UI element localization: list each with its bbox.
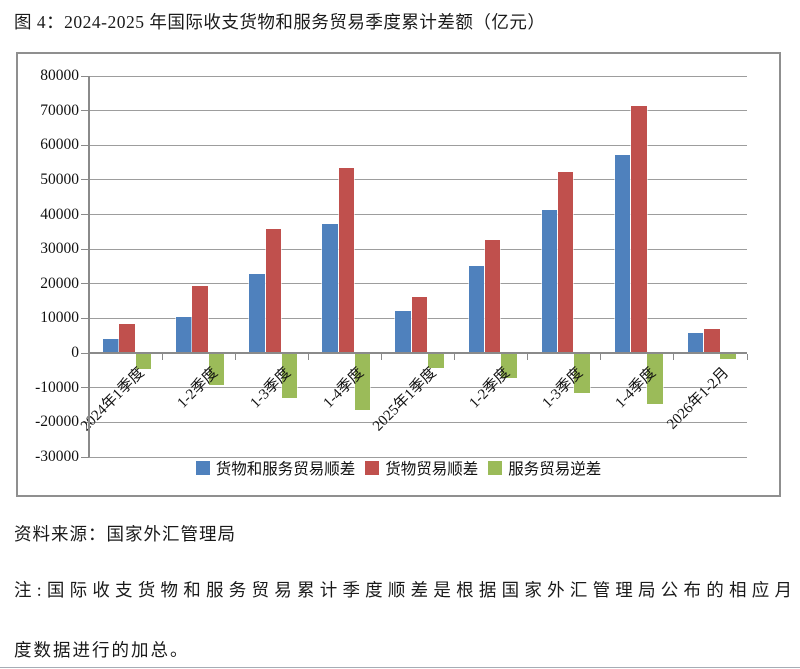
legend: 货物和服务贸易顺差 货物贸易顺差 服务贸易逆差 [18, 457, 779, 479]
gridline [89, 456, 747, 458]
bar-服务贸易逆差-1-4季度 [647, 354, 663, 404]
bar-货物贸易顺差-1-3季度 [265, 229, 282, 354]
bar-货物贸易顺差-1-3季度 [557, 171, 574, 354]
category-tick [454, 354, 456, 361]
bar-货物贸易顺差-2026年1-2月 [704, 328, 720, 354]
plot-area: -30000 -20000 -10000 0 10000 20000 30000 40000 5… [35, 67, 748, 465]
bar-货物贸易顺差-1-2季度 [484, 239, 501, 354]
bar-货物和服务贸易顺差-1-2季度 [468, 266, 485, 354]
bar-货物和服务贸易顺差-1-4季度 [614, 154, 631, 354]
y-axis-tick [81, 75, 89, 77]
y-axis-tick [81, 283, 89, 285]
legend-item: 货物和服务贸易顺差 [195, 457, 356, 479]
y-axis-label: 40000 [40, 205, 79, 223]
legend-swatch-服务贸易逆差 [488, 461, 503, 475]
y-axis-tick [81, 421, 89, 423]
y-axis-label: 50000 [40, 170, 79, 188]
y-axis-label: 0 [71, 344, 79, 362]
bar-服务贸易逆差-1-4季度 [354, 354, 371, 410]
y-axis-label: 70000 [40, 101, 79, 119]
y-axis-label: 10000 [40, 309, 79, 327]
bar-货物贸易顺差-2025年1季度 [411, 296, 428, 354]
category-tick [746, 354, 748, 361]
bar-货物贸易顺差-1-4季度 [631, 105, 647, 354]
legend-item: 货物贸易顺差 [365, 457, 478, 479]
note-text-line2: 度数据进行的加总。 [14, 640, 190, 660]
bar-服务贸易逆差-2024年1季度 [135, 354, 152, 369]
x-axis-label: 2024年1季度 [78, 364, 148, 435]
bar-货物贸易顺差-2024年1季度 [119, 324, 135, 354]
gridline [89, 248, 747, 250]
y-axis-line [88, 76, 90, 457]
source-text: 资料来源：国家外汇管理局 [14, 524, 236, 544]
y-axis-tick [81, 352, 89, 354]
legend-label: 服务贸易逆差 [508, 461, 602, 478]
legend-swatch-货物贸易顺差 [365, 461, 380, 475]
category-tick [234, 354, 236, 361]
y-axis-label: 60000 [40, 136, 79, 154]
legend-item: 服务贸易逆差 [488, 457, 601, 479]
bar-服务贸易逆差-1-2季度 [208, 354, 225, 386]
bar-货物贸易顺差-1-2季度 [192, 285, 208, 354]
y-axis-tick [81, 179, 89, 181]
bar-服务贸易逆差-1-3季度 [574, 354, 590, 394]
y-axis-label: -20000 [35, 413, 79, 431]
y-axis-label: 30000 [40, 240, 79, 258]
y-axis-label: 80000 [40, 67, 79, 84]
bar-货物贸易顺差-1-4季度 [338, 167, 355, 354]
bar-货物和服务贸易顺差-2025年1季度 [395, 310, 411, 354]
y-axis-tick [81, 387, 89, 389]
legend-label: 货物贸易顺差 [385, 461, 479, 478]
bar-货物和服务贸易顺差-1-4季度 [322, 223, 338, 354]
bar-服务贸易逆差-1-2季度 [501, 354, 517, 379]
bar-服务贸易逆差-2025年1季度 [428, 354, 444, 368]
gridline [89, 110, 747, 112]
bar-服务贸易逆差-1-3季度 [281, 354, 298, 399]
y-axis-tick [81, 456, 89, 458]
page-title: 图 4：2024-2025 年国际收支货物和服务贸易季度累计差额（亿元） [14, 12, 546, 32]
y-axis-tick [81, 110, 89, 112]
legend-swatch-货物和服务贸易顺差 [195, 461, 210, 475]
y-axis-tick [81, 248, 89, 250]
note-text-line1: 注:国际收支货物和服务贸易累计季度顺差是根据国家外汇管理局公布的相应月 [14, 580, 792, 600]
y-axis-tick [81, 317, 89, 319]
gridline [89, 283, 747, 285]
gridline [89, 387, 747, 389]
bar-货物和服务贸易顺差-2026年1-2月 [687, 333, 704, 354]
gridline [89, 75, 747, 77]
category-tick [161, 354, 163, 361]
y-axis-label: -10000 [35, 378, 79, 396]
category-tick [673, 354, 675, 361]
gridline [89, 214, 747, 216]
category-tick [380, 354, 382, 361]
legend-label: 货物和服务贸易顺差 [215, 461, 356, 478]
category-tick [307, 354, 309, 361]
chart-frame: -30000 -20000 -10000 0 10000 20000 30000 40000 5… [16, 52, 781, 497]
bottom-divider [0, 667, 800, 668]
bar-货物和服务贸易顺差-1-3季度 [541, 210, 558, 354]
bar-货物和服务贸易顺差-1-3季度 [249, 274, 265, 354]
category-tick [527, 354, 529, 361]
bar-货物和服务贸易顺差-2024年1季度 [103, 338, 119, 354]
y-axis-tick [81, 144, 89, 146]
y-axis-tick [81, 214, 89, 216]
x-axis-label: 2025年1季度 [370, 364, 441, 435]
bar-货物和服务贸易顺差-1-2季度 [176, 317, 192, 354]
category-tick [600, 354, 602, 361]
y-axis-label: 20000 [40, 274, 79, 292]
gridline [89, 179, 747, 181]
x-axis-line [89, 352, 747, 355]
y-axis-label: -30000 [35, 448, 79, 465]
bar-服务贸易逆差-2026年1-2月 [720, 354, 736, 359]
gridline [89, 421, 747, 423]
gridline [89, 144, 747, 146]
